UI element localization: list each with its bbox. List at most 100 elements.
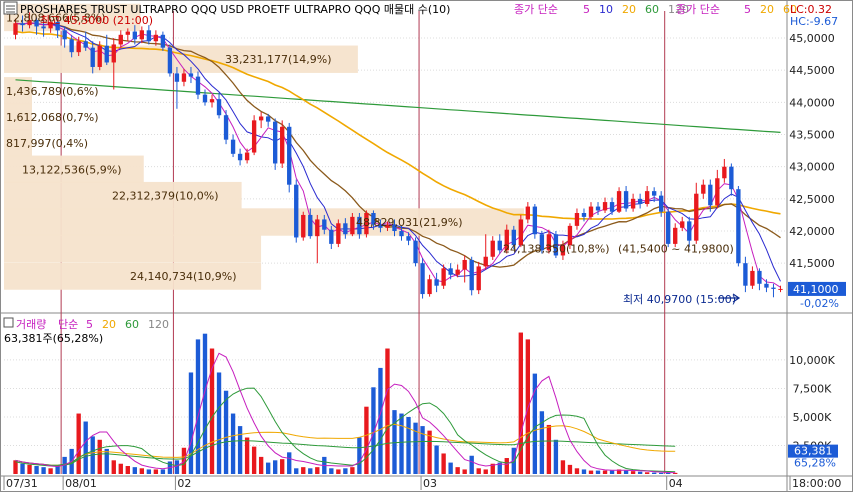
volume-bar <box>230 413 236 474</box>
ma-legend-right-label: 종가 단순 <box>676 3 720 16</box>
y-tick-label: 45,0000 <box>789 32 835 45</box>
volume-ma-label: 단순 <box>58 318 78 331</box>
candle-body <box>532 206 538 235</box>
volume-profile-label: 22,312,379(10,0%) <box>112 190 219 203</box>
volume-bar <box>462 469 467 474</box>
candle-body <box>280 126 285 164</box>
volume-bar <box>104 448 109 474</box>
candle-body <box>315 219 320 237</box>
chart-settings-icon[interactable] <box>3 1 18 15</box>
last-price-label: 41,1000 <box>793 283 839 296</box>
candle-body <box>287 126 292 185</box>
y-tick-label: 44,5000 <box>789 64 835 77</box>
volume-bar <box>539 411 545 474</box>
candle-body <box>371 213 376 225</box>
candle-body <box>20 23 25 26</box>
candle-body <box>448 268 453 275</box>
candle-body <box>623 191 629 209</box>
volume-current-label: 63,381주(65,28%) <box>4 332 103 345</box>
candle-body <box>153 34 159 42</box>
volume-profile-bar <box>4 77 32 105</box>
candle-body <box>258 116 264 121</box>
candle-body <box>715 178 720 206</box>
volume-bar <box>146 469 152 474</box>
volume-bar <box>560 460 566 474</box>
candle-body <box>118 34 123 45</box>
volume-bar <box>448 462 453 474</box>
volume-ma-period: 60 <box>125 318 139 331</box>
candle-body <box>90 47 95 67</box>
volume-bar <box>280 459 285 474</box>
poc-range-label: (41,5400 ~ 41,9800) <box>618 242 734 255</box>
candle-body <box>659 195 664 212</box>
candle-body <box>441 268 446 286</box>
volume-bar <box>329 468 334 474</box>
volume-bar <box>41 467 46 474</box>
candle-body <box>237 153 243 161</box>
candle-body <box>560 245 566 256</box>
volume-bar <box>209 348 215 474</box>
x-tick-label: 03 <box>423 477 437 490</box>
volume-last-badge <box>788 444 838 458</box>
candle-body <box>771 287 776 289</box>
volume-bar <box>55 466 60 474</box>
volume-bar <box>97 439 102 474</box>
volume-bar <box>223 390 229 474</box>
candle-body <box>139 30 145 40</box>
volume-profile-bar <box>4 262 262 290</box>
volume-bar <box>308 468 313 474</box>
volume-bar <box>76 413 81 474</box>
last-change-label: -0,02% <box>800 297 839 310</box>
volume-profile-bar <box>4 3 141 32</box>
volume-profile-label: 1,612,068(0,7%) <box>6 111 99 124</box>
candle-body <box>202 94 208 103</box>
candle-body <box>181 73 187 82</box>
volume-bar <box>343 468 348 474</box>
volume-bar <box>567 464 573 474</box>
volume-bar <box>48 468 53 474</box>
volume-profile-label: 33,231,177(14,9%) <box>225 53 332 66</box>
ma-legend-period: 10 <box>599 3 613 16</box>
volume-bar <box>581 469 587 474</box>
volume-bar <box>216 372 222 474</box>
candle-body <box>581 213 587 217</box>
volume-bar <box>258 456 264 474</box>
candle-body <box>406 236 411 241</box>
candle-body <box>736 189 741 264</box>
candle-body <box>251 120 257 153</box>
volume-legend-label: 거래량 <box>16 318 46 331</box>
volume-profile-label: 817,997(0,4%) <box>6 137 88 150</box>
volume-bar <box>588 470 594 474</box>
candle-body <box>546 234 552 251</box>
ma-legend-right-period: 20 <box>760 3 774 16</box>
volume-ma20-line <box>15 387 676 473</box>
volume-bar <box>595 470 601 474</box>
x-tick-label: 02 <box>177 477 191 490</box>
volume-bar <box>125 466 130 474</box>
volume-bar <box>244 437 250 474</box>
volume-bar <box>34 466 39 474</box>
candle-body <box>167 47 173 74</box>
ma-legend-right-period: 60 <box>783 3 797 16</box>
volume-settings-icon[interactable] <box>3 317 14 328</box>
volume-last-label: 63,381 <box>794 445 833 458</box>
volume-bar <box>546 424 552 474</box>
volume-bar <box>413 422 418 474</box>
candle-body <box>41 26 46 29</box>
x-tick-label: 04 <box>669 477 683 490</box>
volume-bar <box>497 462 502 474</box>
volume-bar <box>301 467 306 474</box>
candle-body <box>701 184 706 194</box>
volume-profile-bar <box>4 129 32 157</box>
volume-bar <box>237 426 243 474</box>
candle-body <box>195 76 201 95</box>
y-tick-label: 42,0000 <box>789 225 835 238</box>
volume-bar <box>399 413 404 474</box>
volume-profile-label: 13,122,536(5,9%) <box>22 163 122 176</box>
candle-body <box>385 224 390 228</box>
candle-body <box>525 206 531 220</box>
candle-body <box>322 219 327 230</box>
volume-bar <box>188 372 194 474</box>
candle-body <box>427 279 432 295</box>
